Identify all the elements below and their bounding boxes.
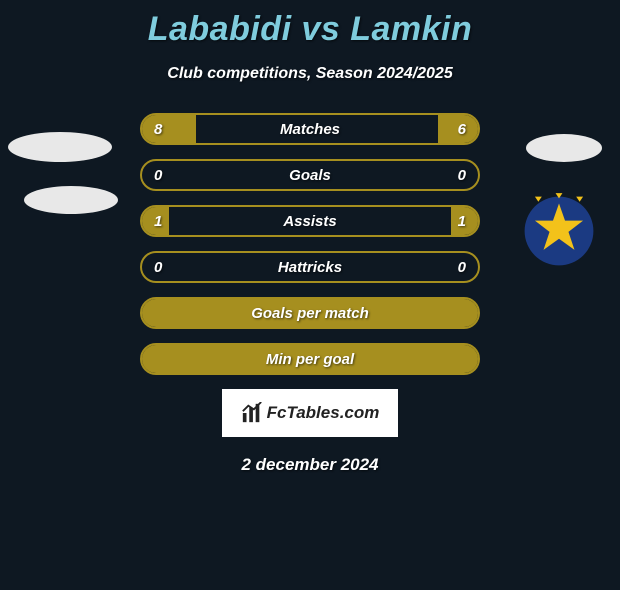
stat-left-value: 8 bbox=[154, 121, 162, 138]
stat-row-goals-per-match: Goals per match bbox=[140, 297, 480, 329]
stat-row-assists: 1 Assists 1 bbox=[140, 205, 480, 237]
stat-label: Goals per match bbox=[251, 305, 369, 322]
page-title: Lababidi vs Lamkin bbox=[0, 10, 620, 49]
stat-left-value: 1 bbox=[154, 213, 162, 230]
fctables-watermark[interactable]: FcTables.com bbox=[222, 389, 398, 437]
stat-right-value: 6 bbox=[458, 121, 466, 138]
stat-row-min-per-goal: Min per goal bbox=[140, 343, 480, 375]
stat-label: Assists bbox=[283, 213, 336, 230]
stat-row-matches: 8 Matches 6 bbox=[140, 113, 480, 145]
stat-label: Hattricks bbox=[278, 259, 342, 276]
fctables-text: FcTables.com bbox=[267, 403, 380, 423]
stat-right-value: 0 bbox=[458, 259, 466, 276]
stat-right-value: 0 bbox=[458, 167, 466, 184]
stat-fill-left bbox=[142, 115, 196, 143]
stat-label: Matches bbox=[280, 121, 340, 138]
stat-right-value: 1 bbox=[458, 213, 466, 230]
page-subtitle: Club competitions, Season 2024/2025 bbox=[0, 65, 620, 83]
stat-left-value: 0 bbox=[154, 167, 162, 184]
chart-icon bbox=[241, 402, 263, 424]
stat-left-value: 0 bbox=[154, 259, 162, 276]
date-text: 2 december 2024 bbox=[20, 455, 600, 475]
fctables-logo: FcTables.com bbox=[241, 402, 380, 424]
stat-label: Goals bbox=[289, 167, 331, 184]
stat-row-goals: 0 Goals 0 bbox=[140, 159, 480, 191]
stat-label: Min per goal bbox=[266, 351, 354, 368]
stat-row-hattricks: 0 Hattricks 0 bbox=[140, 251, 480, 283]
stats-block: 8 Matches 6 0 Goals 0 1 Assists 1 0 Hatt… bbox=[0, 113, 620, 475]
